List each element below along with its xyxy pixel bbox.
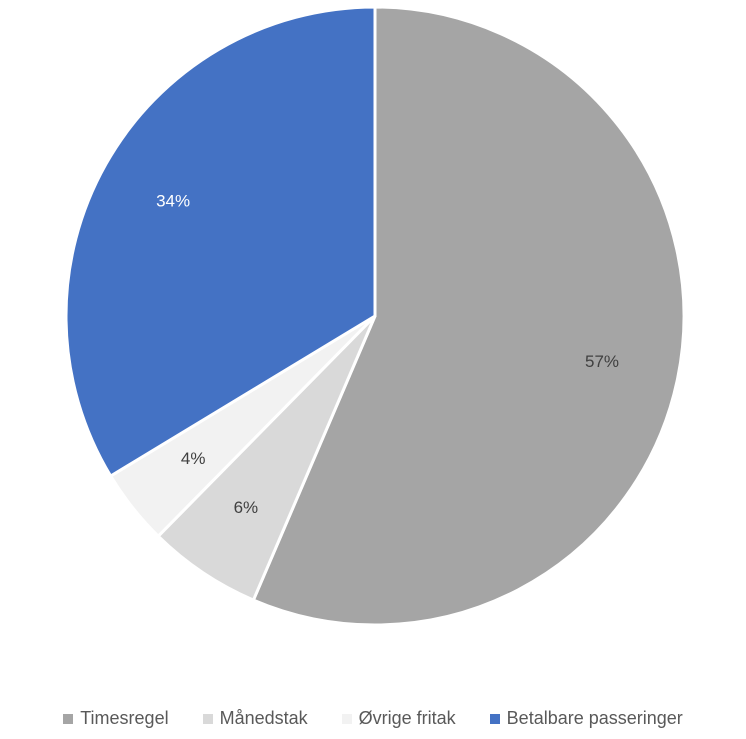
- legend-label: Øvrige fritak: [358, 708, 456, 728]
- pie-slice-timesregel: [251, 5, 686, 627]
- legend-swatch: [489, 713, 500, 724]
- legend-label: Betalbare passeringer: [506, 708, 683, 728]
- chart-legend: Timesregel Månedstak Øvrige fritak Betal…: [0, 708, 746, 729]
- pie-data-label: 57%: [585, 352, 619, 371]
- legend-swatch: [202, 713, 213, 724]
- pie-slice-betalbare-passeringer: [64, 5, 377, 478]
- pie-data-label: 4%: [181, 449, 206, 468]
- pie-data-labels: 57% 6% 4% 34%: [156, 192, 619, 517]
- pie-slices: [64, 5, 686, 627]
- legend-item-ovrige-fritak: Øvrige fritak: [341, 708, 456, 729]
- legend-label: Timesregel: [80, 708, 169, 728]
- pie-data-label: 6%: [234, 498, 259, 517]
- legend-item-betalbare-passeringer: Betalbare passeringer: [489, 708, 683, 729]
- legend-swatch: [63, 713, 74, 724]
- legend-swatch: [341, 713, 352, 724]
- legend-item-manedstak: Månedstak: [202, 708, 308, 729]
- legend-item-timesregel: Timesregel: [63, 708, 169, 729]
- pie-data-label: 34%: [156, 192, 190, 211]
- legend-label: Månedstak: [219, 708, 308, 728]
